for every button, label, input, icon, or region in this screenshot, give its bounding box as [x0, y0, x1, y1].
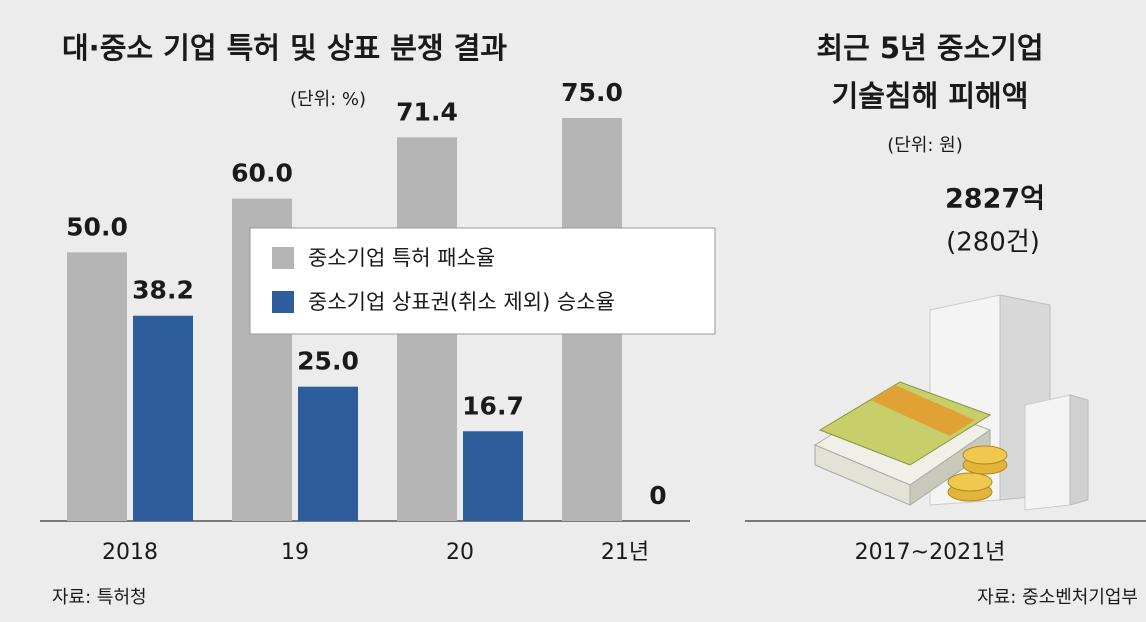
- illustration: [813, 294, 1089, 511]
- bar: [133, 315, 193, 521]
- value-label: 71.4: [396, 97, 458, 126]
- coin: [962, 445, 1008, 465]
- value-label: 75.0: [561, 78, 623, 107]
- legend-label: 중소기업 특허 패소율: [308, 246, 495, 270]
- value-label: 0: [649, 481, 666, 510]
- value-label: 50.0: [66, 212, 128, 241]
- coin: [947, 472, 993, 492]
- legend-swatch: [272, 291, 294, 313]
- panel-title: 최근 5년 중소기업: [816, 31, 1043, 65]
- value-label: 25.0: [297, 347, 359, 376]
- building: [1069, 394, 1089, 506]
- source: 자료: 중소벤처기업부: [977, 587, 1138, 608]
- legend-label: 중소기업 상표권(취소 제외) 승소율: [308, 290, 615, 314]
- legend-swatch: [272, 247, 294, 269]
- x-tick-label: 21년: [601, 540, 649, 565]
- money-band: [870, 385, 975, 436]
- chart-title: 대·중소 기업 특허 및 상표 분쟁 결과: [62, 31, 507, 65]
- bar: [67, 252, 127, 522]
- period-label: 2017~2021년: [855, 540, 1006, 565]
- bar: [463, 431, 523, 521]
- x-tick-label: 2018: [102, 540, 158, 565]
- case-count: (280건): [946, 228, 1040, 258]
- value-label: 38.2: [132, 276, 194, 305]
- damage-amount: 2827억: [945, 184, 1045, 215]
- legend-box: [249, 227, 716, 335]
- unit-note: (단위: %): [290, 89, 366, 110]
- bar: [298, 386, 358, 521]
- money-top: [818, 381, 992, 466]
- value-label: 16.7: [462, 391, 524, 420]
- building: [1024, 394, 1071, 511]
- value-label: 60.0: [231, 159, 293, 188]
- x-tick-label: 19: [281, 540, 309, 565]
- x-tick-label: 20: [446, 540, 474, 565]
- panel-title: 기술침해 피해액: [832, 79, 1029, 113]
- unit-note: (단위: 원): [887, 135, 963, 156]
- source: 자료: 특허청: [52, 587, 147, 608]
